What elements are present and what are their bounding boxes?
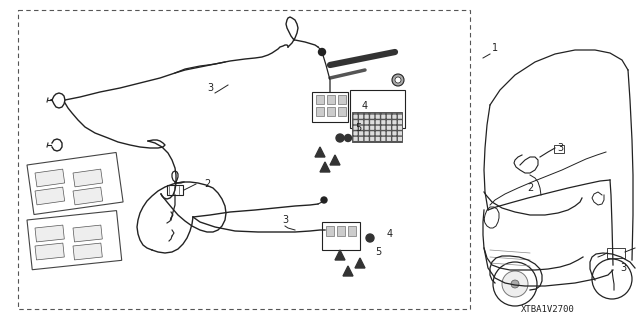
Text: 4: 4 <box>387 229 393 239</box>
Bar <box>73 169 102 187</box>
Circle shape <box>511 280 519 288</box>
Polygon shape <box>343 266 353 276</box>
Bar <box>337 226 345 236</box>
Bar <box>35 225 64 242</box>
Bar <box>18 10 470 309</box>
Text: 3: 3 <box>282 215 288 225</box>
Bar <box>73 225 102 242</box>
Bar <box>73 243 102 260</box>
Polygon shape <box>315 147 325 157</box>
Circle shape <box>592 259 632 299</box>
Circle shape <box>319 48 326 56</box>
Circle shape <box>395 77 401 83</box>
Bar <box>327 107 335 116</box>
Bar <box>607 248 625 258</box>
Bar <box>554 145 564 153</box>
Text: 4: 4 <box>362 101 368 111</box>
Circle shape <box>502 271 528 297</box>
Text: XTBA1V2700: XTBA1V2700 <box>521 306 575 315</box>
Bar <box>35 187 65 205</box>
Bar <box>312 92 348 122</box>
Text: 2: 2 <box>527 183 533 193</box>
Polygon shape <box>355 258 365 268</box>
Bar <box>27 152 123 214</box>
Text: 5: 5 <box>355 123 361 133</box>
Bar <box>316 95 324 104</box>
Polygon shape <box>320 162 330 172</box>
Bar <box>316 107 324 116</box>
Bar <box>338 95 346 104</box>
Bar <box>352 112 402 142</box>
Circle shape <box>344 135 351 142</box>
Bar <box>167 185 183 195</box>
Circle shape <box>321 197 327 203</box>
Circle shape <box>392 74 404 86</box>
Text: 1: 1 <box>492 43 498 53</box>
Text: 3: 3 <box>557 143 563 153</box>
Polygon shape <box>335 250 345 260</box>
Bar <box>327 95 335 104</box>
Circle shape <box>366 234 374 242</box>
Polygon shape <box>330 155 340 165</box>
Bar <box>348 226 356 236</box>
Text: 3: 3 <box>620 263 626 273</box>
Circle shape <box>493 262 537 306</box>
Bar <box>322 222 360 250</box>
Bar <box>35 169 65 187</box>
Text: 5: 5 <box>375 247 381 257</box>
Text: 3: 3 <box>207 83 213 93</box>
Bar <box>338 107 346 116</box>
Bar <box>27 211 122 270</box>
Circle shape <box>336 134 344 142</box>
Bar <box>326 226 334 236</box>
Text: 2: 2 <box>204 179 210 189</box>
Bar <box>35 243 64 260</box>
Bar <box>73 187 102 205</box>
Bar <box>350 90 405 128</box>
